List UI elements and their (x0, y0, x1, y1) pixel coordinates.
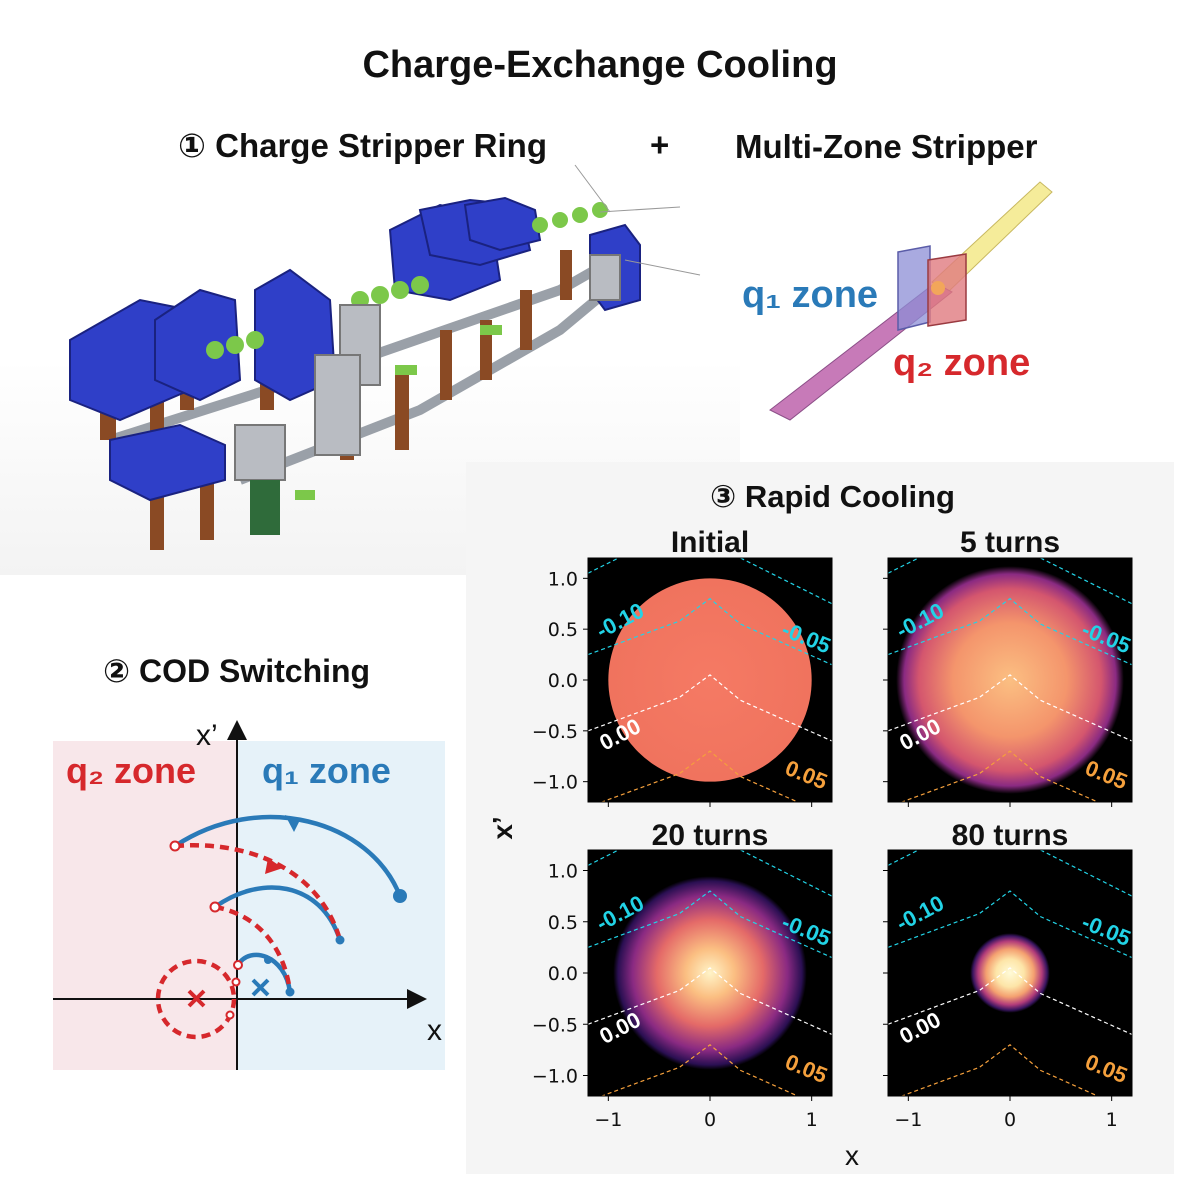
figure-title: Charge-Exchange Cooling (362, 44, 838, 86)
beam-density (613, 876, 807, 1070)
x-axis-label: x (845, 1140, 859, 1171)
contour-line-minus-0.10 (888, 890, 1132, 959)
contour-line-0.00 (888, 967, 1132, 1036)
x-tick-label: −1 (894, 1109, 922, 1131)
contour-line-minus-0.10-right (1040, 558, 1132, 605)
contour-line-0.00 (888, 674, 1132, 742)
contour-line-minus-0.10 (588, 597, 832, 666)
cooling-panel-1: -0.10 -0.050.000.05Initial1.00.50.0−0.5−1… (532, 526, 834, 807)
contour-line-minus-0.10-right (1040, 850, 1132, 897)
pointer-line (599, 206, 681, 213)
beam-density (608, 578, 812, 782)
q2-zone-label-cod: q₂ zone (66, 750, 196, 791)
q2-zone-label-stripper: q₂ zone (893, 342, 1031, 384)
x-axis-label: x (427, 1014, 442, 1047)
y-axis-label: x’ (196, 719, 218, 752)
contour-line-0.05 (600, 750, 800, 802)
beam-foil-intersection (931, 281, 945, 295)
switch-points (169, 840, 243, 1020)
contour-line-0.00 (588, 674, 832, 742)
q2-orbit-arcs (155, 843, 343, 1040)
y-tick-label: −1.0 (532, 772, 578, 794)
panel-title: 80 turns (952, 819, 1069, 852)
plus-sign: + (650, 126, 670, 163)
y-tick-label: 1.0 (548, 568, 578, 590)
contour-line-0.05 (900, 750, 1100, 802)
green-supports (250, 480, 280, 535)
beam-density (970, 933, 1050, 1013)
vacuum-chambers (234, 254, 621, 481)
panel-title: Initial (671, 526, 749, 559)
contour-line-minus-0.15 (588, 850, 619, 866)
start-point (393, 889, 407, 903)
q2-direction-arrow (265, 858, 283, 874)
x-tick-label: 1 (1106, 1109, 1118, 1131)
y-tick-label: 0.5 (548, 912, 578, 934)
q1-direction-arrow (285, 815, 300, 832)
x-tick-label: 0 (1004, 1109, 1016, 1131)
y-tick-label: 0.0 (548, 963, 578, 985)
contour-line-0.00 (588, 967, 832, 1036)
contour-line-minus-0.15 (588, 558, 619, 574)
turn-points (264, 935, 345, 997)
heatmap-content (888, 558, 1132, 802)
x-tick-label: 0 (704, 1109, 716, 1131)
multi-zone-stripper-heading: Multi-Zone Stripper (735, 128, 1038, 165)
contour-line-minus-0.15 (888, 850, 919, 866)
heatmap-content (588, 850, 832, 1096)
y-tick-label: −1.0 (532, 1066, 578, 1088)
y-tick-label: −0.5 (532, 721, 578, 743)
contour-line-minus-0.15 (888, 558, 919, 574)
rapid-cooling-heading: ③ Rapid Cooling (710, 479, 955, 514)
y-axis-label: x’ (487, 816, 518, 839)
pointer-line (574, 164, 611, 213)
heatmap-content (588, 558, 832, 802)
q1-zone-label-cod: q₁ zone (262, 750, 391, 791)
q2-closed-orbit-cross (187, 989, 206, 1008)
pointer-line (624, 259, 701, 276)
panel-title: 20 turns (652, 819, 769, 852)
contour-line-minus-0.10 (888, 597, 1132, 666)
y-tick-label: 0.0 (548, 670, 578, 692)
charge-stripper-ring-heading: ① Charge Stripper Ring (178, 127, 547, 164)
contour-line-minus-0.10-right (740, 558, 832, 605)
y-tick-label: −0.5 (532, 1014, 578, 1036)
y-tick-label: 1.0 (548, 861, 578, 883)
panel-title: 5 turns (960, 526, 1060, 559)
contour-line-minus-0.10-right (740, 850, 832, 897)
x-tick-label: 1 (806, 1109, 818, 1131)
q1-closed-orbit-cross (251, 978, 270, 997)
heatmap-content (888, 850, 1132, 1096)
beam-density (896, 566, 1124, 794)
q2-stripper-foil (927, 253, 967, 327)
contour-line-0.05 (900, 1043, 1100, 1096)
q2-zone-region (53, 741, 237, 1070)
contour-line-minus-0.10 (588, 890, 832, 959)
x-tick-label: −1 (594, 1109, 622, 1131)
y-tick-label: 0.5 (548, 619, 578, 641)
cooling-panel-2: -0.10 -0.050.000.055 turns (883, 526, 1134, 807)
quadrupole-magnets (206, 202, 608, 500)
cod-switching-heading: ② COD Switching (103, 653, 371, 689)
q1-zone-label-stripper: q₁ zone (742, 274, 879, 316)
contour-line-0.05 (600, 1043, 800, 1096)
q1-zone-region (237, 741, 445, 1070)
